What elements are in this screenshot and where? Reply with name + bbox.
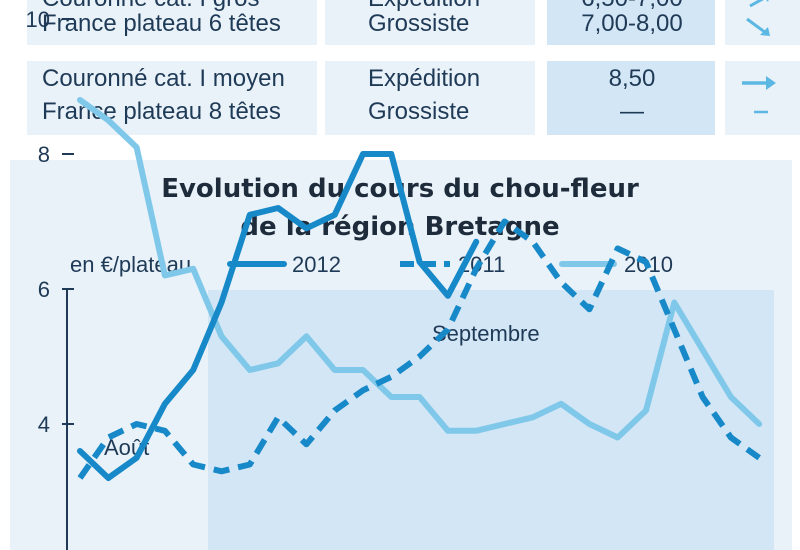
price-table — [27, 0, 800, 135]
y-tick-label: 6 — [38, 277, 50, 302]
series-line-2012 — [77, 151, 480, 481]
column-separator — [715, 0, 725, 135]
table-cell-market: Expédition — [368, 0, 480, 13]
y-tick-label: 10 — [26, 7, 50, 32]
down-arrow-icon — [746, 17, 770, 36]
series-line-2010 — [77, 97, 763, 441]
table-cell-price: 8,50 — [608, 65, 656, 92]
series-line-2011 — [77, 218, 761, 480]
table-row: France plateau 6 têtes — [42, 10, 281, 37]
price-column-shade — [547, 0, 715, 45]
y-tick-label: 4 — [38, 412, 50, 437]
up-arrow-icon — [749, 0, 769, 8]
table-cell-price: 7,00-8,00 — [581, 10, 683, 37]
column-separator — [317, 0, 325, 135]
table-cell-market: Expédition — [368, 65, 481, 92]
table-row: Couronné cat. I gros — [42, 0, 259, 13]
price-column-shade — [547, 61, 715, 135]
legend-label-2012: 2012 — [292, 252, 341, 277]
table-cell-market: Grossiste — [368, 98, 470, 125]
table-row: Couronné cat. I moyen — [42, 65, 285, 92]
right-arrow-icon — [742, 76, 776, 90]
table-cell-price: 6,50-7,00 — [548, 0, 716, 13]
table-cell-market: Grossiste — [368, 10, 470, 37]
annotation-septembre: Septembre — [432, 321, 540, 346]
y-tick-label: 8 — [38, 142, 50, 167]
dash-icon — [754, 110, 768, 114]
table-cell-price: — — [620, 98, 644, 125]
column-separator — [535, 0, 547, 135]
september-shaded-area — [208, 290, 774, 550]
y-tick-label: 2 — [38, 547, 50, 550]
row-separator — [27, 45, 800, 61]
